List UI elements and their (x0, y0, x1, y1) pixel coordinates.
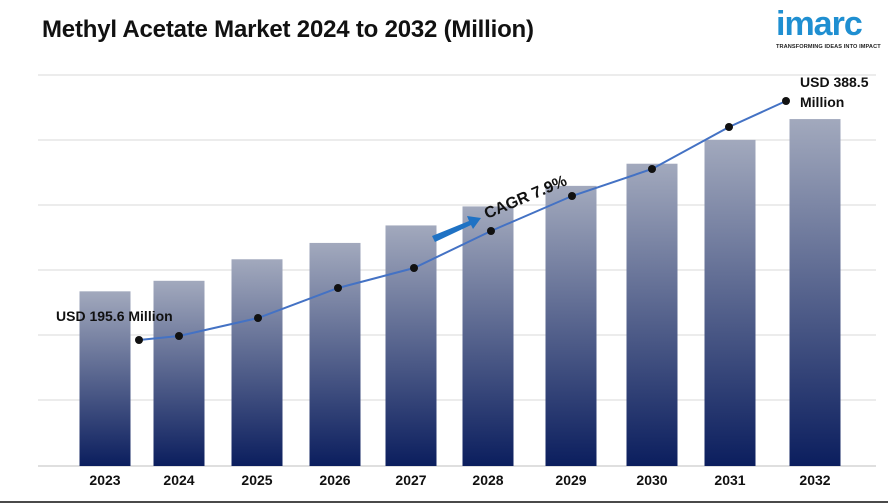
trend-point-2030 (648, 165, 656, 173)
trend-point-2023 (135, 336, 143, 344)
bar-2029 (545, 185, 597, 466)
bar-2032 (789, 119, 841, 466)
x-tick-label: 2024 (163, 472, 194, 488)
x-axis-ticks: 2023 2024 2025 2026 2027 2028 2029 2030 2031 2032 (89, 472, 830, 488)
end-value-label-line1: USD 388.5 (800, 74, 869, 90)
imarc-logo: imarc TRANSFORMING IDEAS INTO IMPACT (776, 5, 881, 54)
x-tick-label: 2023 (89, 472, 120, 488)
bar-2026 (309, 242, 361, 466)
bar-2031 (704, 139, 756, 466)
bar-2028 (462, 206, 514, 466)
cagr-arrow-icon (432, 216, 481, 242)
trend-polyline (138, 100, 787, 341)
trend-point-2028 (487, 227, 495, 235)
x-tick-label: 2029 (555, 472, 586, 488)
trend-line (135, 97, 790, 344)
trend-point-2026 (334, 284, 342, 292)
x-tick-label: 2030 (636, 472, 667, 488)
bars (79, 119, 841, 467)
trend-point-2032 (782, 97, 790, 105)
chart-title: Methyl Acetate Market 2024 to 2032 (Mill… (42, 16, 534, 43)
x-tick-label: 2026 (319, 472, 350, 488)
x-tick-label: 2025 (241, 472, 272, 488)
x-tick-label: 2031 (714, 472, 745, 488)
trend-point-2027 (410, 264, 418, 272)
trend-point-2029 (568, 192, 576, 200)
bottom-divider (0, 501, 888, 503)
bar-2030 (626, 163, 678, 467)
trend-point-2025 (254, 314, 262, 322)
logo-wordmark: imarc (776, 5, 863, 43)
x-tick-label: 2032 (799, 472, 830, 488)
x-tick-label: 2028 (472, 472, 503, 488)
bar-2024 (153, 280, 205, 466)
logo-tagline: TRANSFORMING IDEAS INTO IMPACT (776, 44, 881, 50)
start-value-label: USD 195.6 Million (56, 308, 173, 324)
trend-point-2031 (725, 123, 733, 131)
end-value-label-line2: Million (800, 94, 844, 110)
x-tick-label: 2027 (395, 472, 426, 488)
bar-2023 (79, 291, 131, 466)
trend-point-2024 (175, 332, 183, 340)
bar-2025 (231, 259, 283, 466)
